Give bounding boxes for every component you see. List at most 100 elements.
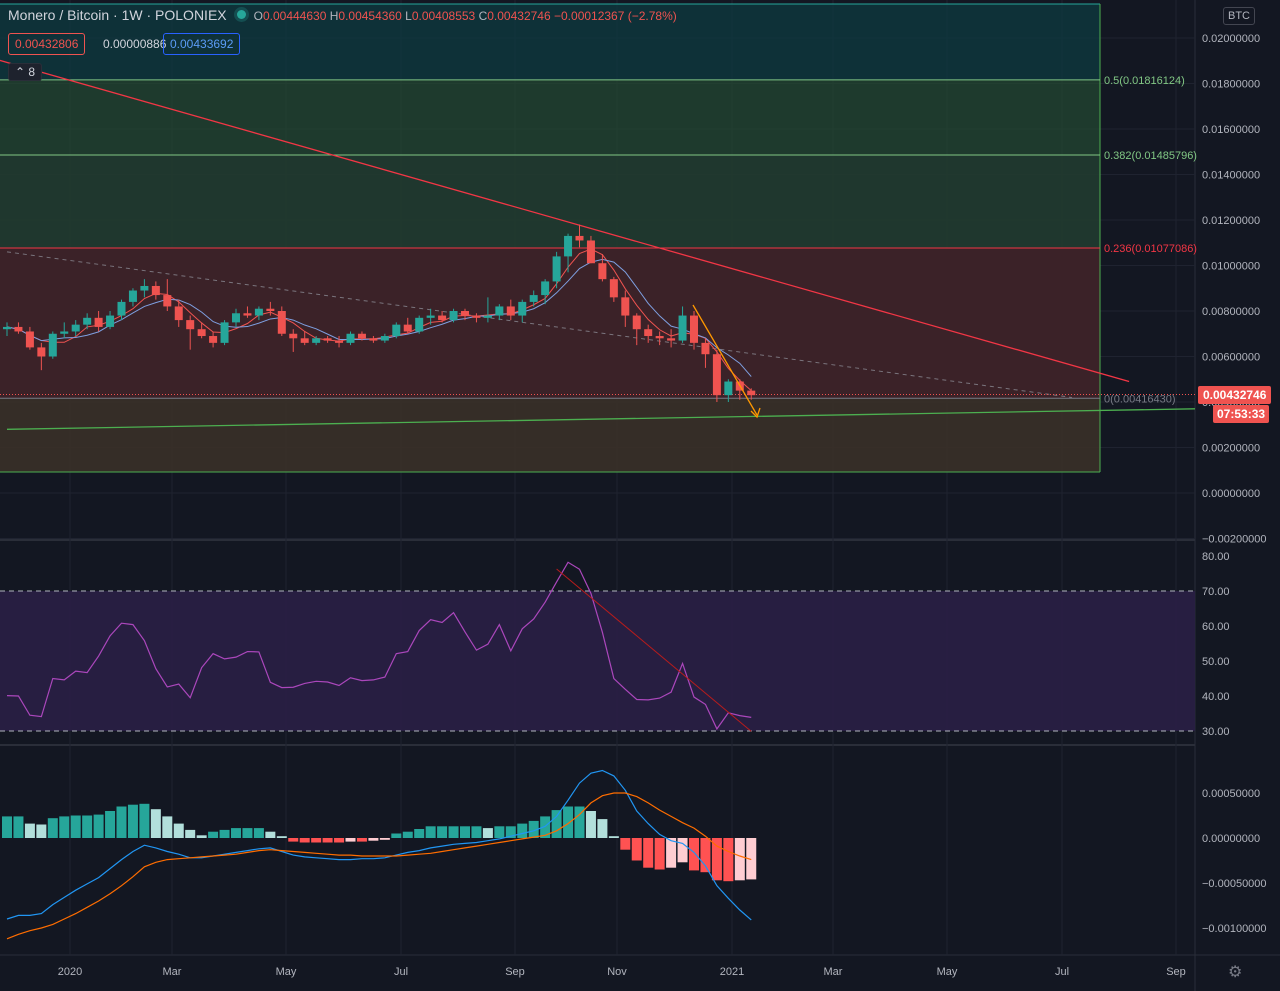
rsi-axis-tick: 70.00: [1202, 586, 1230, 598]
candle-body: [586, 240, 595, 264]
fib-level-label: 0.5(0.01816124): [1104, 75, 1185, 87]
candle-body: [380, 336, 389, 341]
candle-body: [335, 340, 344, 343]
candle-body: [701, 342, 710, 355]
candle-body: [312, 338, 321, 343]
macd-axis-tick: 0.00000000: [1202, 833, 1260, 845]
fib-retracement[interactable]: 0.5(0.01816124) 0.382(0.01485796) 0.236(0.…: [0, 3, 1197, 473]
candle-body: [140, 285, 149, 291]
macd-histogram-bar: [59, 816, 70, 838]
macd-histogram-bar: [494, 826, 505, 838]
macd-histogram-bar: [47, 818, 58, 838]
macd-histogram-bar: [677, 838, 688, 863]
buy-price-button[interactable]: 0.00433692: [163, 33, 241, 55]
candle-body: [655, 336, 664, 339]
rsi-band-fill: [0, 591, 1195, 731]
macd-histogram-bar: [391, 833, 402, 838]
candle-body: [117, 301, 126, 316]
projection-line: [692, 304, 758, 416]
gear-icon[interactable]: ⚙: [1228, 964, 1243, 981]
candle-body: [415, 317, 424, 332]
macd-histogram-bar: [460, 826, 470, 838]
macd-histogram-bar: [482, 828, 493, 838]
macd-histogram-bar: [253, 828, 264, 838]
fib-level-label: 0.236(0.01077086): [1104, 243, 1197, 255]
chevron-up-icon: ⌃: [15, 65, 26, 79]
candle-body: [83, 317, 92, 325]
candle-body: [71, 324, 80, 332]
time-axis-tick: 2020: [58, 966, 82, 978]
candle-body: [37, 347, 46, 357]
macd-histogram-bar: [654, 838, 665, 870]
macd-histogram-bar: [288, 838, 299, 842]
macd-histogram-bar: [551, 810, 562, 838]
currency-unit-button[interactable]: BTC: [1223, 7, 1255, 25]
candle-body: [506, 306, 515, 316]
macd-histogram-bar: [2, 816, 12, 838]
candle-body: [174, 306, 183, 321]
market-status-icon: [236, 10, 246, 19]
fib-level-label: 0.382(0.01485796): [1104, 150, 1197, 162]
macd-histogram-bar: [723, 838, 734, 882]
candle-body: [712, 354, 721, 396]
price-axis-tick: 0.00800000: [1202, 306, 1260, 318]
projection-arrow[interactable]: [692, 304, 761, 419]
macd-histogram-bar: [700, 838, 711, 873]
candle-body: [403, 324, 412, 332]
time-axis-tick: May: [276, 966, 297, 978]
macd-histogram-bar: [219, 829, 230, 838]
macd-histogram-bar: [574, 806, 585, 838]
macd-histogram-bar: [24, 823, 35, 838]
candle-body: [186, 320, 195, 330]
high-label: H: [329, 9, 339, 23]
macd-histogram-bar: [173, 823, 184, 838]
candle-body: [14, 326, 23, 332]
macd-histogram-bar: [540, 816, 551, 838]
trendlines[interactable]: [0, 49, 1196, 430]
macd-histogram-bar: [311, 838, 322, 843]
red-trendline: [0, 59, 1130, 383]
macd-histogram-bar: [402, 831, 413, 838]
candle-body: [300, 338, 309, 343]
candle-body: [609, 279, 618, 298]
fib-zone: [0, 79, 1100, 155]
symbol-title[interactable]: Monero / Bitcoin · 1W · POLONIEX: [8, 7, 227, 23]
macd-histogram-bar: [127, 804, 138, 838]
rsi-axis-tick: 50.00: [1202, 656, 1230, 668]
fib-zone: [0, 398, 1100, 472]
candle-body: [564, 235, 573, 257]
indicators-toggle[interactable]: ⌃ 8: [8, 63, 43, 81]
close-label: C: [478, 9, 488, 23]
open-value: 0.00444630: [262, 9, 327, 23]
price-axis-tick: 0.02000000: [1202, 33, 1260, 45]
macd-histogram-bar: [299, 838, 310, 843]
macd-histogram-bar: [517, 823, 528, 838]
sell-price-button[interactable]: 0.00432806: [8, 33, 86, 55]
macd-histogram-bar: [334, 838, 345, 843]
candle-body: [461, 311, 469, 316]
rsi-pane: [0, 561, 1195, 732]
macd-histogram-bar: [231, 828, 241, 838]
macd-histogram-bar: [265, 831, 276, 838]
price-axis-tick: 0.00200000: [1202, 443, 1260, 455]
time-axis-tick: Sep: [1166, 966, 1186, 978]
change-value: −0.00012367 (−2.78%): [554, 9, 677, 23]
high-value: 0.00454360: [338, 9, 402, 23]
candle-body: [277, 311, 286, 334]
macd-histogram-bar: [139, 803, 150, 838]
candle-body: [209, 336, 218, 343]
macd-histogram-bar: [93, 814, 104, 838]
candle-body: [575, 235, 584, 241]
candle-body: [25, 331, 34, 348]
candle-body: [552, 256, 561, 282]
price-axis-tick: 0.01600000: [1202, 124, 1260, 136]
candle-body: [621, 297, 630, 316]
candle-body: [724, 381, 733, 396]
macd-axis-tick: 0.00050000: [1202, 788, 1260, 800]
macd-histogram-bar: [242, 828, 253, 838]
price-axis-tick: 0.00000000: [1202, 488, 1260, 500]
macd-histogram-bar: [82, 815, 93, 838]
candle-body: [678, 315, 687, 341]
macd-histogram-bar: [585, 811, 596, 838]
